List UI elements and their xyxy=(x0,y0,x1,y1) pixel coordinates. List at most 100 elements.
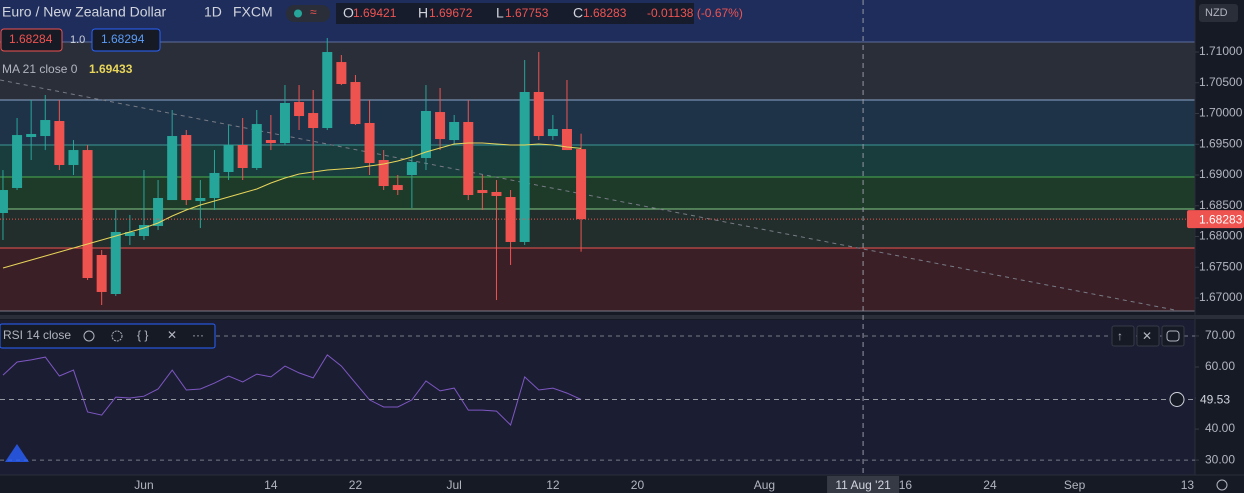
y-tick-label: 1.68000 xyxy=(1199,229,1243,243)
move-up-icon: ↑ xyxy=(1117,329,1123,343)
candle-body xyxy=(26,133,37,138)
sell-button[interactable] xyxy=(0,28,63,52)
settings-icon[interactable] xyxy=(111,330,123,342)
close-button[interactable] xyxy=(1136,325,1160,347)
level-band xyxy=(0,145,1195,178)
candle-body xyxy=(265,140,276,144)
candle-body xyxy=(561,129,572,151)
l-label: L xyxy=(496,5,504,21)
symbol-title: Euro / New Zealand Dollar xyxy=(2,4,167,20)
ohlc-bg xyxy=(336,3,694,24)
add-icon xyxy=(1169,391,1185,407)
y-tick-label: 30.00 xyxy=(1205,452,1235,466)
ma-value: 1.69433 xyxy=(89,62,133,76)
o-value: 1.69421 xyxy=(353,6,397,20)
candle-body xyxy=(322,52,333,129)
candle-body xyxy=(477,190,488,194)
candle-body xyxy=(223,145,234,172)
currency: NZD xyxy=(1205,7,1228,19)
x-tick-label: 13 xyxy=(1181,478,1195,492)
rsi-name: RSI 14 close xyxy=(3,328,71,342)
h-value: 1.69672 xyxy=(429,6,473,20)
more-icon[interactable]: ··· xyxy=(192,328,204,342)
candle-body xyxy=(576,149,587,220)
candle-body xyxy=(435,112,446,140)
last-price-label: 1.68283 xyxy=(1199,212,1243,226)
candle-body xyxy=(420,110,431,159)
status-icon: ≈ xyxy=(310,5,317,19)
x-tick-label: 22 xyxy=(349,478,363,492)
candle-body xyxy=(251,124,262,168)
source: FXCM xyxy=(233,4,273,20)
close-icon: ✕ xyxy=(1142,329,1152,343)
y-tick-label: 1.67000 xyxy=(1199,290,1243,304)
candle-body xyxy=(209,172,220,199)
h-label: H xyxy=(418,5,428,21)
candle-body xyxy=(308,113,319,129)
y-tick-label: 70.00 xyxy=(1205,328,1235,342)
c-value: 1.68283 xyxy=(583,6,627,20)
level-band xyxy=(0,209,1195,249)
y-tick-label: 1.70000 xyxy=(1199,106,1243,120)
y-tick-label: 1.71000 xyxy=(1199,44,1243,58)
candle-body xyxy=(54,121,65,165)
maximize-icon xyxy=(1166,330,1180,342)
x-tick-label: Aug xyxy=(754,478,775,492)
eye-icon[interactable] xyxy=(83,330,95,342)
candle-body xyxy=(294,102,305,117)
buy-button[interactable] xyxy=(91,28,161,52)
y-tick-label: 1.69000 xyxy=(1199,167,1243,181)
candle-body xyxy=(195,198,206,202)
status-dot xyxy=(294,9,302,18)
candle-body xyxy=(237,145,248,168)
candle-body xyxy=(378,160,389,187)
crosshair-date-tag xyxy=(827,476,900,493)
source-icon[interactable]: { } xyxy=(137,328,148,342)
o-label: O xyxy=(343,5,354,21)
settings-icon[interactable] xyxy=(1216,479,1228,491)
level-band xyxy=(0,248,1195,311)
candle-body xyxy=(110,232,121,294)
candle-body xyxy=(364,122,375,164)
candle-body xyxy=(82,150,93,279)
candle-body xyxy=(350,82,361,125)
lot-size: 1.0 xyxy=(70,34,85,46)
last-price-tag xyxy=(1187,210,1244,229)
candle-body xyxy=(279,103,290,144)
currency-button[interactable] xyxy=(1199,4,1238,22)
maximize-button[interactable] xyxy=(1161,325,1185,347)
x-tick-label: 12 xyxy=(546,478,560,492)
ma-name: MA 21 close 0 xyxy=(2,62,78,76)
candle-body xyxy=(0,190,8,214)
rsi-line xyxy=(2,354,582,426)
sell-price: 1.68284 xyxy=(9,32,53,46)
y-tick-label: 1.69500 xyxy=(1199,136,1243,150)
candle-body xyxy=(392,185,403,191)
rsi-value-tag xyxy=(1196,390,1244,409)
candle-body xyxy=(124,232,135,237)
x-tick-label: Sep xyxy=(1064,478,1086,492)
candle-body xyxy=(449,122,460,141)
remove-icon[interactable]: ✕ xyxy=(167,328,177,342)
ma-line xyxy=(2,142,582,269)
candle-body xyxy=(153,198,164,226)
change: -0.01138 (-0.67%) xyxy=(647,6,743,20)
buy-price: 1.68294 xyxy=(101,32,145,46)
x-tick-label: 14 xyxy=(264,478,278,492)
level-band xyxy=(0,41,1195,101)
move-up-button[interactable] xyxy=(1111,325,1135,347)
x-tick-label: 20 xyxy=(631,478,645,492)
x-tick-label: 16 xyxy=(899,478,913,492)
y-tick-label: 1.68500 xyxy=(1199,198,1243,212)
candle-body xyxy=(12,135,23,188)
rsi-legend-box[interactable] xyxy=(0,323,216,349)
x-tick-label: 24 xyxy=(983,478,997,492)
logo xyxy=(5,444,29,462)
candle-body xyxy=(40,120,51,137)
candle-body xyxy=(463,122,474,195)
level-band xyxy=(0,100,1195,146)
y-tick-label: 1.70500 xyxy=(1199,75,1243,89)
status-pill[interactable] xyxy=(286,5,330,22)
